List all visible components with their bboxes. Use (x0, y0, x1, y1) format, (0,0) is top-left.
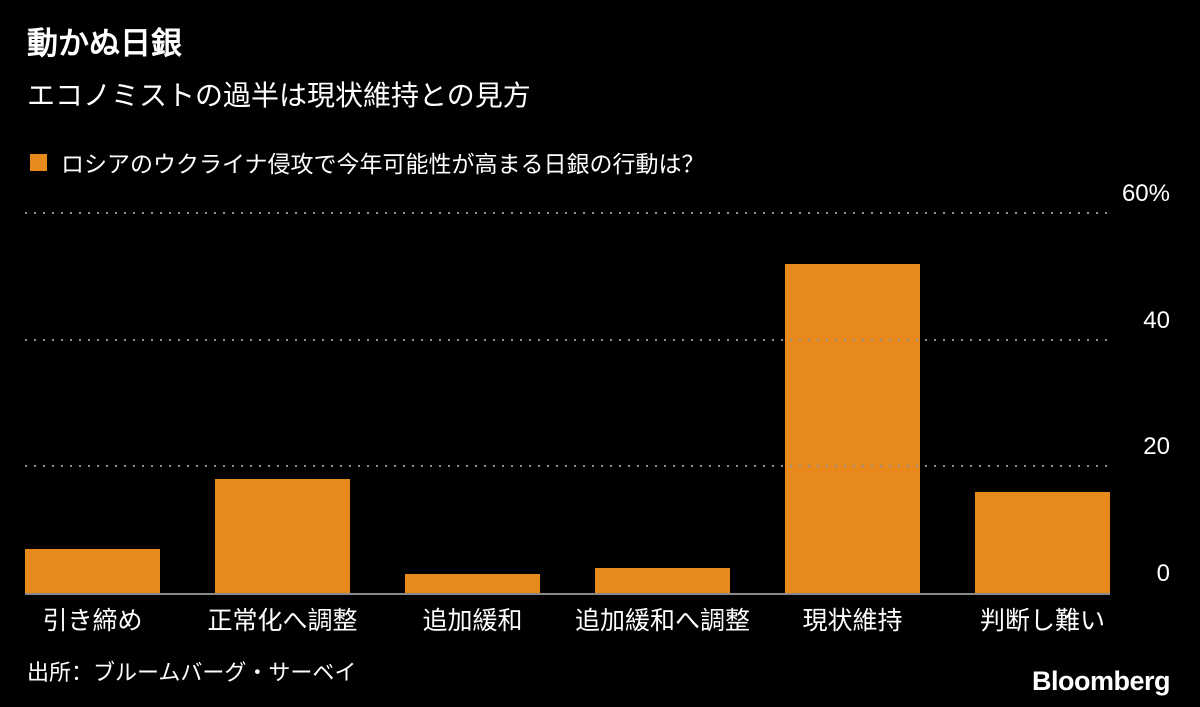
gridline-20 (25, 465, 1110, 468)
legend-label: ロシアのウクライナ侵攻で今年可能性が高まる日銀の行動は？ (61, 151, 705, 177)
legend-swatch-icon (30, 153, 47, 171)
bar-chart: 60% 40 20 0 (0, 182, 1200, 595)
bloomberg-logo: Bloomberg (1031, 666, 1171, 696)
y-tick-label-40: 40 (1143, 306, 1170, 334)
category-label-5: 判断し難い (979, 607, 1105, 635)
bar-2-追加緩和 (405, 574, 540, 593)
source-note: 出所：ブルームバーグ・サーベイ (27, 660, 357, 685)
category-label-4: 現状維持 (802, 607, 903, 635)
x-axis-labels: 引き締め 正常化へ調整 追加緩和 追加緩和へ調整 現状維持 判断し難い (25, 601, 1110, 637)
legend: ロシアのウクライナ侵攻で今年可能性が高まる日銀の行動は？ (30, 145, 705, 179)
gridline-60 (25, 212, 1110, 214)
category-label-1: 正常化へ調整 (207, 607, 358, 635)
y-tick-label-20: 20 (1143, 433, 1170, 461)
bar-4-現状維持 (785, 263, 920, 593)
y-tick-label-0: 0 (1156, 560, 1170, 587)
y-axis-labels: 60% 40 20 0 (1100, 182, 1170, 593)
bar-1-正常化へ調整 (215, 479, 350, 593)
category-label-0: 引き締め (42, 607, 143, 635)
bars-container (25, 213, 1110, 593)
category-label-2: 追加緩和 (422, 607, 523, 635)
plot-area (25, 212, 1110, 595)
category-label-3: 追加緩和へ調整 (575, 607, 751, 635)
bar-5-判断し難い (975, 491, 1110, 593)
page-title: 動かぬ日銀 (27, 26, 182, 61)
bar-3-追加緩和へ調整 (595, 567, 730, 593)
gridline-40 (25, 338, 1110, 341)
y-tick-label-60: 60% (1121, 180, 1170, 207)
chart-header: 動かぬ日銀 エコノミストの過半は現状維持との見方 (27, 26, 531, 114)
x-axis-line (25, 593, 1110, 595)
bar-0-引き締め (25, 548, 160, 593)
chart-subtitle: エコノミストの過半は現状維持との見方 (27, 79, 531, 111)
